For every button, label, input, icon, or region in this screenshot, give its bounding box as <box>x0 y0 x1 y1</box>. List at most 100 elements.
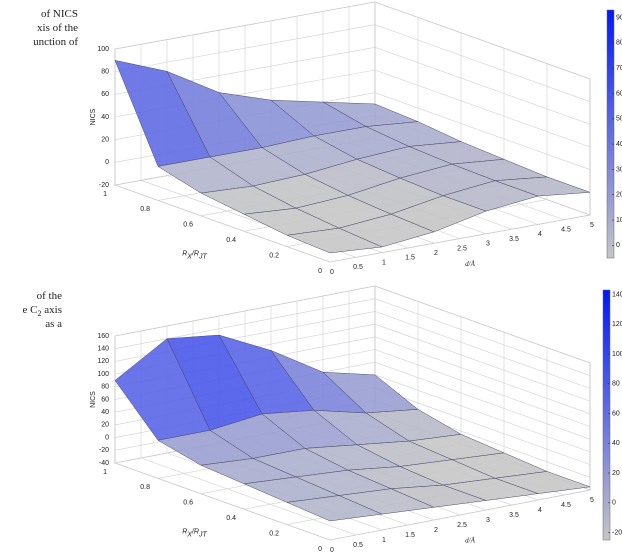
x-tick-label: 1 <box>103 191 107 198</box>
colorbar-tick-label: 60 <box>612 410 620 417</box>
x-tick-label: 1 <box>103 469 107 476</box>
z-tick-label: 40 <box>101 114 109 121</box>
text-part: as a <box>45 318 62 330</box>
colorbar-tick-label: 80 <box>616 40 622 47</box>
text-part: axis <box>42 304 62 316</box>
z-tick-label: 20 <box>101 422 109 429</box>
y-tick-label: 1.5 <box>405 255 415 262</box>
y-tick-label: 1 <box>382 537 386 544</box>
text-part: R <box>182 528 187 535</box>
caption-line: of NICS <box>41 8 78 20</box>
caption-line: unction of <box>33 36 78 48</box>
y-tick-label: 2.5 <box>457 522 467 529</box>
text-part: JT <box>198 532 208 539</box>
y-tick-label: 4.5 <box>561 227 571 234</box>
colorbar-tick-label: 20 <box>616 192 622 199</box>
text-part: of the <box>37 290 62 302</box>
y-axis-label: d/Å <box>465 537 475 545</box>
colorbar-tick-label: 100 <box>612 351 622 358</box>
z-tick-label: -20 <box>99 182 109 189</box>
surface-patch <box>286 495 383 522</box>
y-tick-label: 2 <box>434 250 438 257</box>
grid-line <box>374 311 591 389</box>
grid-line <box>374 298 591 376</box>
grid-line <box>374 69 591 148</box>
grid-line <box>374 387 591 465</box>
x-tick-label: 0.8 <box>140 484 150 491</box>
colorbar-tick-label: -20 <box>612 529 622 536</box>
grid-line <box>374 349 591 427</box>
y-tick-label: 0 <box>330 547 334 554</box>
colorbar-tick-label: 40 <box>612 440 620 447</box>
z-tick-label: 100 <box>97 46 109 53</box>
colorbar-tick-label: 120 <box>612 321 622 328</box>
text-part: /R <box>191 250 199 257</box>
y-tick-label: 0.5 <box>353 264 363 271</box>
x-tick-label: 0.6 <box>183 222 193 229</box>
x-axis-label: RX/RJT <box>182 250 207 261</box>
surface-patch <box>286 227 383 254</box>
z-axis-label: NICS <box>90 391 97 408</box>
y-tick-label: 1 <box>382 259 386 266</box>
z-tick-label: -40 <box>99 460 109 467</box>
x-tick-label: 0.4 <box>226 237 236 244</box>
colorbar-tick-label: 140 <box>612 291 622 298</box>
caption-line: e C2 axis <box>23 304 62 319</box>
caption-line: of the <box>37 290 62 302</box>
grid-line <box>374 47 591 125</box>
z-tick-label: 0 <box>105 434 109 441</box>
y-tick-label: 1.5 <box>405 532 415 539</box>
text-part: R <box>182 250 187 257</box>
text-part: JT <box>198 254 208 261</box>
colorbar-tick-label: 10 <box>616 217 622 224</box>
z-tick-label: 60 <box>101 91 109 98</box>
y-tick-label: 2.5 <box>457 245 467 252</box>
z-tick-label: 80 <box>101 384 109 391</box>
caption-line: as a <box>45 318 62 330</box>
x-tick-label: 0.2 <box>269 252 279 259</box>
grid-line <box>114 462 331 541</box>
grid-line <box>140 457 357 536</box>
z-tick-label: -20 <box>99 447 109 454</box>
colorbar-tick-label: 20 <box>612 470 620 477</box>
y-tick-label: 0 <box>330 269 334 276</box>
grid-line <box>374 336 591 415</box>
y-tick-label: 3 <box>486 241 490 248</box>
colorbar-tick-label: 0 <box>612 500 616 507</box>
z-tick-label: 140 <box>97 346 109 353</box>
colorbar <box>602 289 611 541</box>
grid-line <box>374 24 591 102</box>
z-axis-label: NICS <box>90 108 97 125</box>
colorbar-tick-label: 90 <box>616 14 622 21</box>
y-tick-label: 4.5 <box>561 502 571 509</box>
grid-line <box>374 1 591 80</box>
text-part: X <box>186 254 192 261</box>
colorbar-tick-label: 30 <box>616 166 622 173</box>
grid-line <box>374 374 591 453</box>
text-part: xis of the <box>37 22 78 34</box>
colorbar-tick-label: 40 <box>616 141 622 148</box>
grid-line <box>114 184 331 263</box>
x-axis-label: RX/RJT <box>182 528 207 539</box>
y-tick-label: 2 <box>434 527 438 534</box>
z-tick-label: 160 <box>97 333 109 340</box>
z-tick-label: 100 <box>97 371 109 378</box>
y-tick-label: 4 <box>538 507 542 514</box>
colorbar-tick-label: 80 <box>612 381 620 388</box>
colorbar <box>606 9 615 259</box>
z-tick-label: 0 <box>105 159 109 166</box>
y-axis-label: d/Å <box>465 260 475 268</box>
x-tick-label: 0.6 <box>183 500 193 507</box>
grid-line <box>374 92 591 170</box>
text-part: 2 <box>38 309 42 318</box>
z-tick-label: 60 <box>101 396 109 403</box>
y-tick-label: 5 <box>590 497 594 504</box>
x-tick-label: 0 <box>318 268 322 275</box>
grid-line <box>374 361 591 440</box>
x-tick-label: 0.8 <box>140 206 150 213</box>
y-tick-label: 3.5 <box>509 236 519 243</box>
x-tick-label: 0.4 <box>226 515 236 522</box>
grid-line <box>374 285 591 364</box>
